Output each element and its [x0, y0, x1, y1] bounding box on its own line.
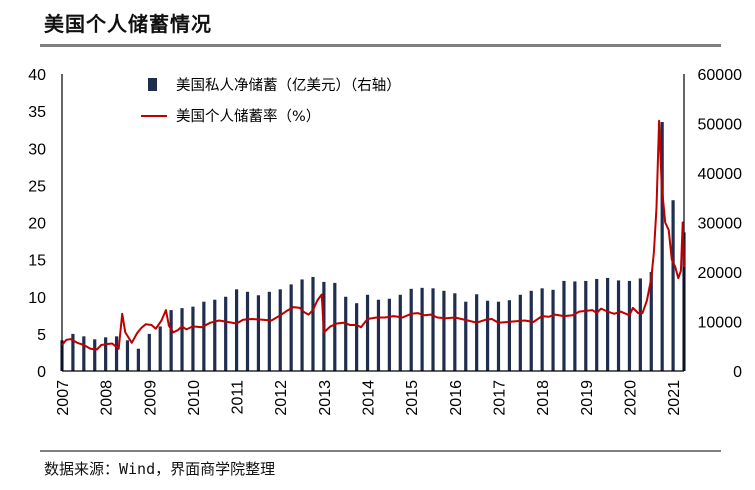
y-left-tick-label: 30: [28, 141, 46, 158]
y-right-tick-label: 10000: [698, 315, 743, 332]
source-note: 数据来源：Wind，界面商学院整理: [44, 460, 276, 478]
x-tick-label: 2013: [317, 380, 334, 416]
x-tick-label: 2016: [448, 380, 465, 416]
bar: [104, 337, 108, 371]
bar: [398, 294, 402, 371]
bar: [180, 308, 184, 371]
bar: [529, 290, 533, 371]
bar: [278, 289, 282, 371]
bar: [311, 276, 315, 371]
bar: [453, 293, 457, 371]
bar: [606, 277, 610, 371]
footer-divider: [40, 450, 721, 452]
bar: [333, 282, 337, 371]
x-tick-label: 2015: [404, 380, 421, 416]
y-left-tick-label: 10: [28, 290, 46, 307]
x-tick-label: 2017: [491, 380, 508, 416]
bar: [289, 284, 293, 371]
bar: [442, 290, 446, 371]
bar: [267, 291, 271, 371]
x-tick-label: 2012: [273, 380, 290, 416]
bar: [387, 298, 391, 371]
bar: [365, 294, 370, 371]
y-right-tick-label: 0: [733, 364, 742, 381]
bar: [507, 300, 512, 371]
bar: [93, 339, 97, 371]
bar: [627, 280, 632, 371]
bar: [475, 294, 479, 371]
bar: [355, 303, 359, 371]
axes: [61, 74, 685, 372]
y-right-tick-label: 50000: [698, 117, 743, 134]
legend-swatch-bar: [148, 78, 157, 91]
y-left-tick-label: 0: [37, 364, 46, 381]
legend-label-line: 美国个人储蓄率（%）: [176, 108, 320, 125]
bar: [256, 295, 261, 371]
bar: [562, 280, 566, 371]
bar: [376, 299, 381, 371]
bar: [202, 301, 206, 371]
y-right-tick-label: 20000: [698, 265, 743, 282]
bar: [125, 340, 130, 371]
page-title: 美国个人储蓄情况: [44, 12, 212, 36]
y-right-tick-label: 40000: [698, 166, 743, 183]
bar: [344, 296, 348, 371]
x-tick-label: 2021: [666, 380, 683, 416]
savings-rate-line: [61, 119, 685, 351]
bar: [409, 288, 413, 371]
x-tick-label: 2011: [230, 380, 247, 415]
bar: [300, 279, 304, 371]
y-right-tick-label: 60000: [698, 67, 743, 84]
bar: [82, 336, 86, 371]
y-left-tick-label: 25: [28, 178, 46, 195]
bar: [464, 301, 468, 371]
bar: [245, 291, 250, 371]
y-left-tick-label: 35: [28, 104, 46, 121]
bar: [496, 301, 501, 371]
bar: [485, 300, 490, 371]
legend: 美国私人净储蓄（亿美元）（右轴） 美国个人储蓄率（%）: [141, 77, 401, 125]
x-tick-label: 2020: [622, 380, 639, 416]
bar: [431, 288, 435, 371]
bar: [191, 306, 195, 371]
title-divider: [40, 44, 721, 47]
bar: [169, 310, 173, 371]
y-right-tick-label: 30000: [698, 216, 743, 233]
bar: [584, 280, 588, 371]
x-tick-label: 2007: [55, 380, 72, 416]
bar: [213, 299, 217, 371]
bar: [136, 348, 140, 371]
x-tick-label: 2010: [186, 380, 203, 416]
bar: [224, 296, 228, 371]
bar: [71, 333, 75, 371]
bar: [158, 326, 162, 371]
bar: [671, 200, 675, 371]
x-tick-label: 2019: [579, 380, 596, 416]
bar: [234, 289, 239, 371]
x-tick-label: 2014: [361, 380, 378, 416]
axis-ticks: 0 5 10 15 20 25 30 35 40 0 10000 20000 30000 40000 500…: [28, 67, 742, 416]
y-left-tick-label: 5: [37, 327, 46, 344]
x-tick-label: 2018: [535, 380, 552, 416]
legend-label-bar: 美国私人净储蓄（亿美元）（右轴）: [176, 77, 401, 94]
x-tick-label: 2008: [99, 380, 116, 416]
y-left-tick-label: 20: [28, 216, 46, 233]
bar: [595, 278, 599, 371]
bar: [660, 122, 664, 371]
bar: [147, 333, 151, 371]
bar: [638, 278, 642, 371]
x-tick-label: 2009: [142, 380, 159, 416]
bar-series: [60, 122, 686, 371]
bar: [114, 336, 119, 371]
bar: [616, 280, 621, 371]
y-left-tick-label: 15: [28, 253, 46, 270]
bar: [518, 294, 522, 371]
bar: [420, 287, 424, 371]
bar: [551, 289, 555, 371]
y-left-tick-label: 40: [28, 67, 46, 84]
bar: [540, 288, 544, 371]
bar: [573, 281, 577, 371]
bar: [649, 272, 653, 371]
